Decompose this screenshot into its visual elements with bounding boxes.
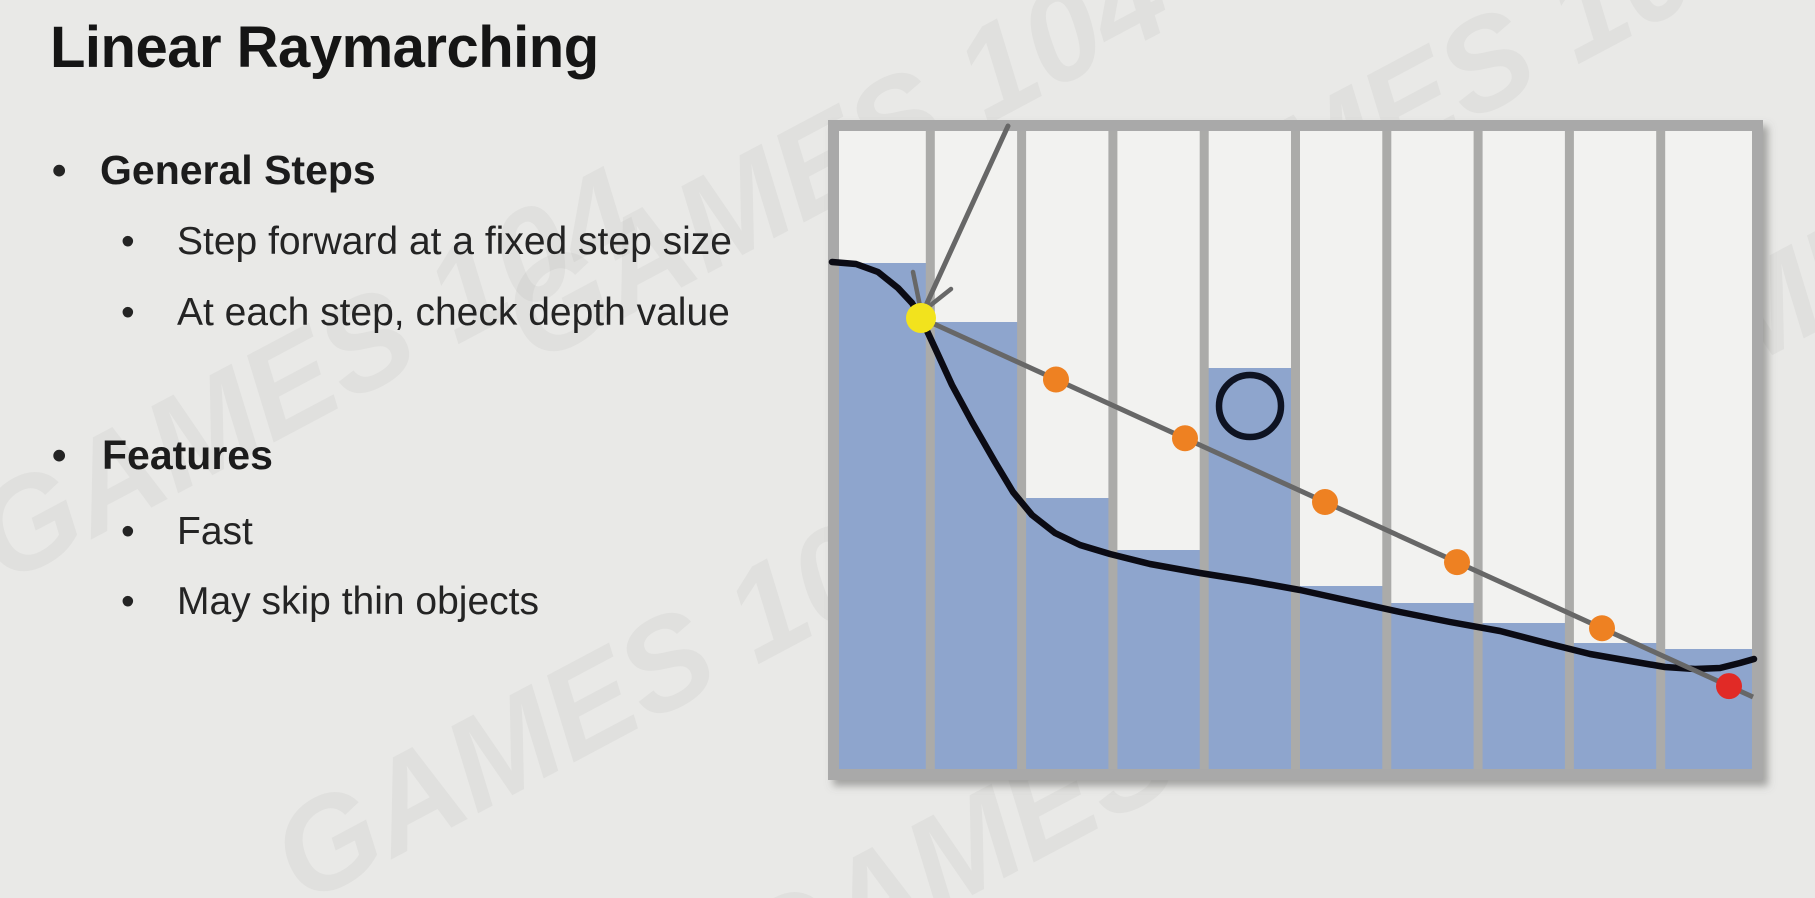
column-divider [1656, 131, 1666, 769]
depth-bar [1386, 603, 1479, 769]
column-divider [1291, 131, 1300, 769]
slide-title: Linear Raymarching [50, 15, 599, 80]
column-divider [1564, 131, 1574, 769]
bullet-item-may-skip: May skip thin objects [177, 580, 539, 623]
step-dot [1444, 549, 1470, 576]
bullet-dot: • [121, 580, 135, 623]
bullet-dot: • [121, 510, 135, 553]
column-divider [1108, 131, 1118, 769]
bullet-dot: • [52, 147, 67, 193]
bullet-item-fast: Fast [177, 510, 253, 553]
step-dot [1043, 366, 1069, 393]
bullet-item-check-depth: At each step, check depth value [177, 291, 730, 334]
step-dot [1589, 615, 1615, 642]
start-dot [906, 303, 936, 333]
section-features: Features [102, 432, 273, 478]
bullet-dot: • [121, 220, 135, 263]
hit-dot [1716, 673, 1742, 700]
bullet-item-check-depth-dot: • [121, 291, 135, 334]
depth-bar [839, 263, 931, 769]
depth-bar [930, 322, 1022, 769]
column-divider [1382, 131, 1392, 769]
column-divider [925, 131, 935, 769]
bullet-item-step-forward: Step forward at a fixed step size [177, 220, 732, 263]
column-divider [1473, 131, 1483, 769]
step-dot [1312, 489, 1338, 516]
section-general-steps: General Steps [100, 147, 376, 193]
bullet-dot: • [52, 432, 67, 478]
depth-bar [1021, 498, 1113, 769]
depth-bar [1295, 586, 1387, 769]
column-divider [1017, 131, 1027, 769]
depth-bar [1112, 550, 1205, 769]
view-ray [919, 123, 1011, 317]
thin-object-circle [1215, 371, 1285, 441]
depth-bar [1204, 368, 1296, 769]
step-dot [1172, 425, 1198, 452]
column-divider [1199, 131, 1209, 769]
